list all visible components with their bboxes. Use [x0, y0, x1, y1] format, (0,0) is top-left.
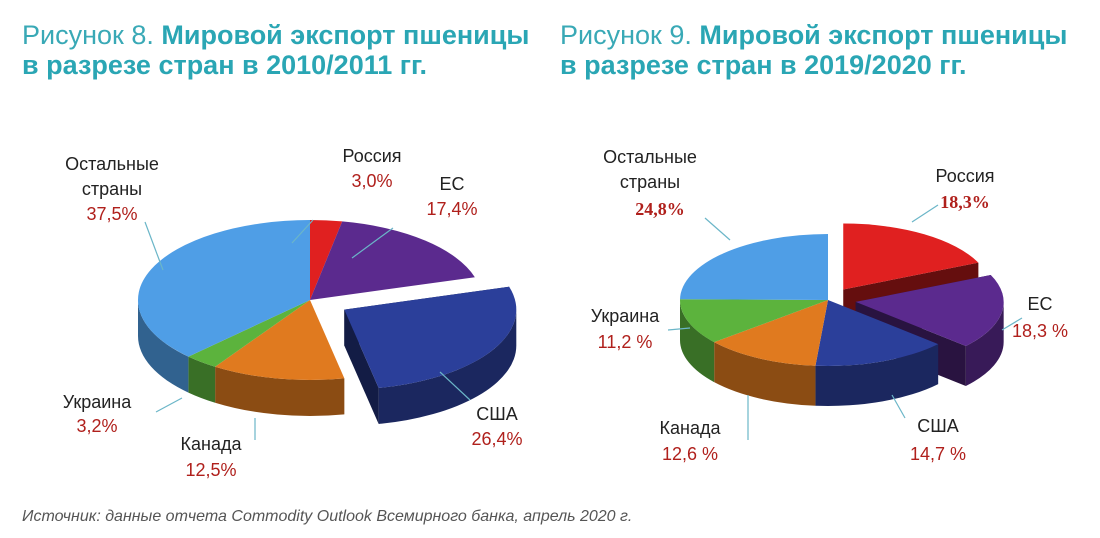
label-value-russia: 3,0% [351, 171, 392, 191]
slice-side-ukraine [680, 300, 715, 383]
figure-9-title: Рисунок 9. Мировой экспорт пшеницы в раз… [560, 20, 1067, 80]
label-value-canada: 12,6 % [662, 444, 718, 464]
figure-9-label: Рисунок 9. [560, 20, 692, 50]
pie-chart-1: Россия 3,0% ЕС 17,4% США 26,4% Канада 12,5% Укра… [63, 146, 523, 480]
label-name-others: Остальные [65, 154, 159, 174]
label-name-usa: США [917, 416, 959, 436]
leader-line-russia [911, 204, 939, 223]
label-value-canada: 12,5% [185, 460, 236, 480]
slice-side-ukraine [188, 356, 216, 403]
label-name-ukraine: Украина [591, 306, 661, 326]
label-name-russia: Россия [935, 166, 994, 186]
slice-side-canada [215, 366, 345, 416]
figure-8-title: Рисунок 8. Мировой экспорт пшеницы в раз… [22, 20, 529, 80]
label-name-russia: Россия [342, 146, 401, 166]
slice-side-others [138, 300, 189, 393]
label-name-canada: Канада [660, 418, 722, 438]
slice-side-usa [378, 309, 517, 424]
label-value-others: 37,5% [86, 204, 137, 224]
leader-line-usa [891, 394, 906, 419]
slice-eu [855, 275, 1004, 347]
leader-line-eu [1001, 317, 1023, 331]
leader-line-ukraine [667, 327, 691, 331]
figure-9-title-line2: в разрезе стран в 2019/2020 гг. [560, 50, 967, 80]
label-value-ukraine: 11,2 % [598, 332, 653, 352]
slice-ukraine [680, 299, 828, 343]
slice-side-eu [965, 301, 1004, 387]
slice-canada [215, 300, 345, 381]
label-value-eu: 18,3 % [1012, 321, 1068, 341]
label-value-others: 24,8% [635, 199, 685, 219]
label-name-others: Остальные [603, 147, 697, 167]
leader-line-usa [439, 371, 471, 401]
slice-canada [714, 300, 828, 366]
label-name-ukraine: Украина [63, 392, 133, 412]
figure-8-title-line2: в разрезе стран в 2010/2011 гг. [22, 50, 428, 80]
figure-8-title-text: Мировой экспорт пшеницы [161, 20, 530, 50]
slice-eu [310, 221, 475, 300]
pie-chart-2: Россия 18,3% ЕС 18,3 % США 14,7 % Канада 12,6 %… [591, 147, 1068, 464]
slice-ukraine [188, 300, 310, 367]
figure-9-title-text: Мировой экспорт пшеницы [699, 20, 1068, 50]
slice-others [680, 234, 828, 300]
label-name-others: страны [82, 179, 142, 199]
label-name-usa: США [476, 404, 518, 424]
label-value-usa: 14,7 % [910, 444, 966, 464]
leader-line-others [704, 217, 731, 241]
slice-others [137, 220, 310, 357]
slice-cut-usa [344, 309, 379, 424]
label-name-eu: ЕС [439, 174, 464, 194]
label-name-eu: ЕС [1027, 294, 1052, 314]
label-value-ukraine: 3,2% [76, 416, 117, 436]
source-note: Источник: данные отчета Commodity Outloo… [22, 508, 633, 525]
slice-usa [815, 300, 939, 367]
figure-9-title-line1: Рисунок 9. Мировой экспорт пшеницы [560, 20, 1067, 50]
slice-usa [344, 286, 517, 388]
leader-line-russia [291, 219, 314, 244]
label-name-canada: Канада [181, 434, 243, 454]
slice-side-canada [714, 342, 816, 406]
slice-russia [843, 223, 979, 290]
leader-line-ukraine [155, 397, 183, 413]
slice-russia [310, 220, 343, 300]
figure-8-title-line1: Рисунок 8. Мировой экспорт пшеницы [22, 20, 529, 50]
figure-8-label: Рисунок 8. [22, 20, 154, 50]
leader-line-eu [351, 227, 394, 259]
slice-side-usa [815, 344, 939, 407]
label-value-eu: 17,4% [426, 199, 477, 219]
leader-line-others [144, 221, 164, 271]
label-name-others: страны [620, 172, 680, 192]
label-value-russia: 18,3% [940, 192, 990, 212]
label-value-usa: 26,4% [471, 429, 522, 449]
